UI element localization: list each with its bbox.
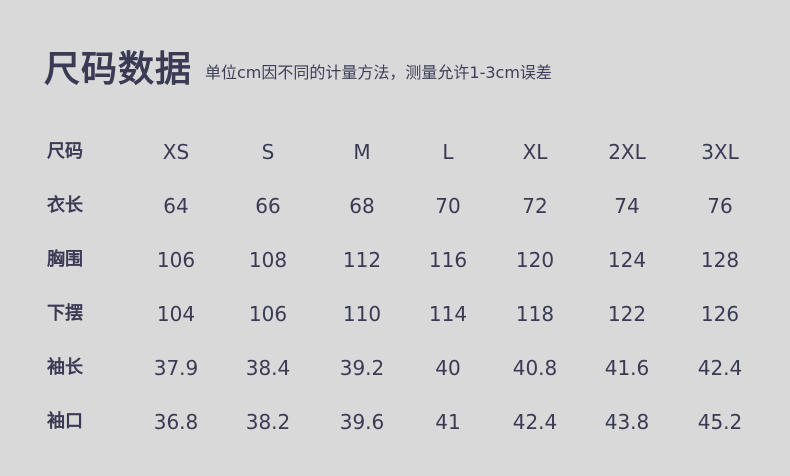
table-cell: 66 bbox=[255, 194, 281, 218]
table-cell: 124 bbox=[607, 248, 647, 272]
table-cell: 76 bbox=[707, 194, 733, 218]
table-cell: 108 bbox=[248, 248, 288, 272]
table-row: 衣长 64 66 68 70 72 74 76 bbox=[0, 186, 790, 226]
table-cell: 112 bbox=[342, 248, 382, 272]
table-cell: 128 bbox=[700, 248, 740, 272]
row-label: 胸围 bbox=[47, 249, 83, 270]
row-label: 衣长 bbox=[47, 195, 83, 216]
table-row: 下摆 104 106 110 114 118 122 126 bbox=[0, 294, 790, 334]
table-cell: 110 bbox=[342, 302, 382, 326]
table-cell: 41.6 bbox=[604, 356, 650, 380]
table-cell: XL bbox=[522, 140, 548, 164]
table-cell: 106 bbox=[248, 302, 288, 326]
table-cell: 42.4 bbox=[697, 356, 743, 380]
table-cell: 126 bbox=[700, 302, 740, 326]
page-subtitle: 单位cm因不同的计量方法，测量允许1-3cm误差 bbox=[205, 63, 552, 82]
table-cell: 42.4 bbox=[512, 410, 558, 434]
table-row: 袖口 36.8 38.2 39.6 41 42.4 43.8 45.2 bbox=[0, 402, 790, 442]
table-cell: 37.9 bbox=[153, 356, 199, 380]
table-cell: 39.2 bbox=[339, 356, 385, 380]
table-cell: XS bbox=[162, 140, 190, 164]
row-label: 袖口 bbox=[47, 411, 83, 432]
table-cell: 41 bbox=[435, 410, 461, 434]
table-cell: 74 bbox=[614, 194, 640, 218]
table-cell: L bbox=[442, 140, 454, 164]
table-header-row: 尺码 XS S M L XL 2XL 3XL bbox=[0, 132, 790, 172]
table-cell: 3XL bbox=[701, 140, 739, 164]
table-cell: 120 bbox=[515, 248, 555, 272]
table-cell: 104 bbox=[156, 302, 196, 326]
table-cell: 70 bbox=[435, 194, 461, 218]
table-cell: 36.8 bbox=[153, 410, 199, 434]
table-cell: 118 bbox=[515, 302, 555, 326]
table-cell: 43.8 bbox=[604, 410, 650, 434]
row-label: 尺码 bbox=[47, 141, 83, 162]
row-label: 袖长 bbox=[47, 357, 83, 378]
table-cell: 122 bbox=[607, 302, 647, 326]
table-cell: 106 bbox=[156, 248, 196, 272]
table-cell: 40 bbox=[435, 356, 461, 380]
table-cell: 72 bbox=[522, 194, 548, 218]
table-cell: 64 bbox=[163, 194, 189, 218]
table-row: 袖长 37.9 38.4 39.2 40 40.8 41.6 42.4 bbox=[0, 348, 790, 388]
table-cell: 116 bbox=[428, 248, 468, 272]
table-cell: 38.4 bbox=[245, 356, 291, 380]
table-cell: M bbox=[353, 140, 371, 164]
row-label: 下摆 bbox=[47, 303, 83, 324]
page-title: 尺码数据 bbox=[44, 49, 193, 90]
table-cell: S bbox=[261, 140, 275, 164]
table-row: 胸围 106 108 112 116 120 124 128 bbox=[0, 240, 790, 280]
table-cell: 45.2 bbox=[697, 410, 743, 434]
table-cell: 68 bbox=[349, 194, 375, 218]
table-cell: 39.6 bbox=[339, 410, 385, 434]
table-cell: 2XL bbox=[608, 140, 646, 164]
table-cell: 38.2 bbox=[245, 410, 291, 434]
table-cell: 40.8 bbox=[512, 356, 558, 380]
table-cell: 114 bbox=[428, 302, 468, 326]
